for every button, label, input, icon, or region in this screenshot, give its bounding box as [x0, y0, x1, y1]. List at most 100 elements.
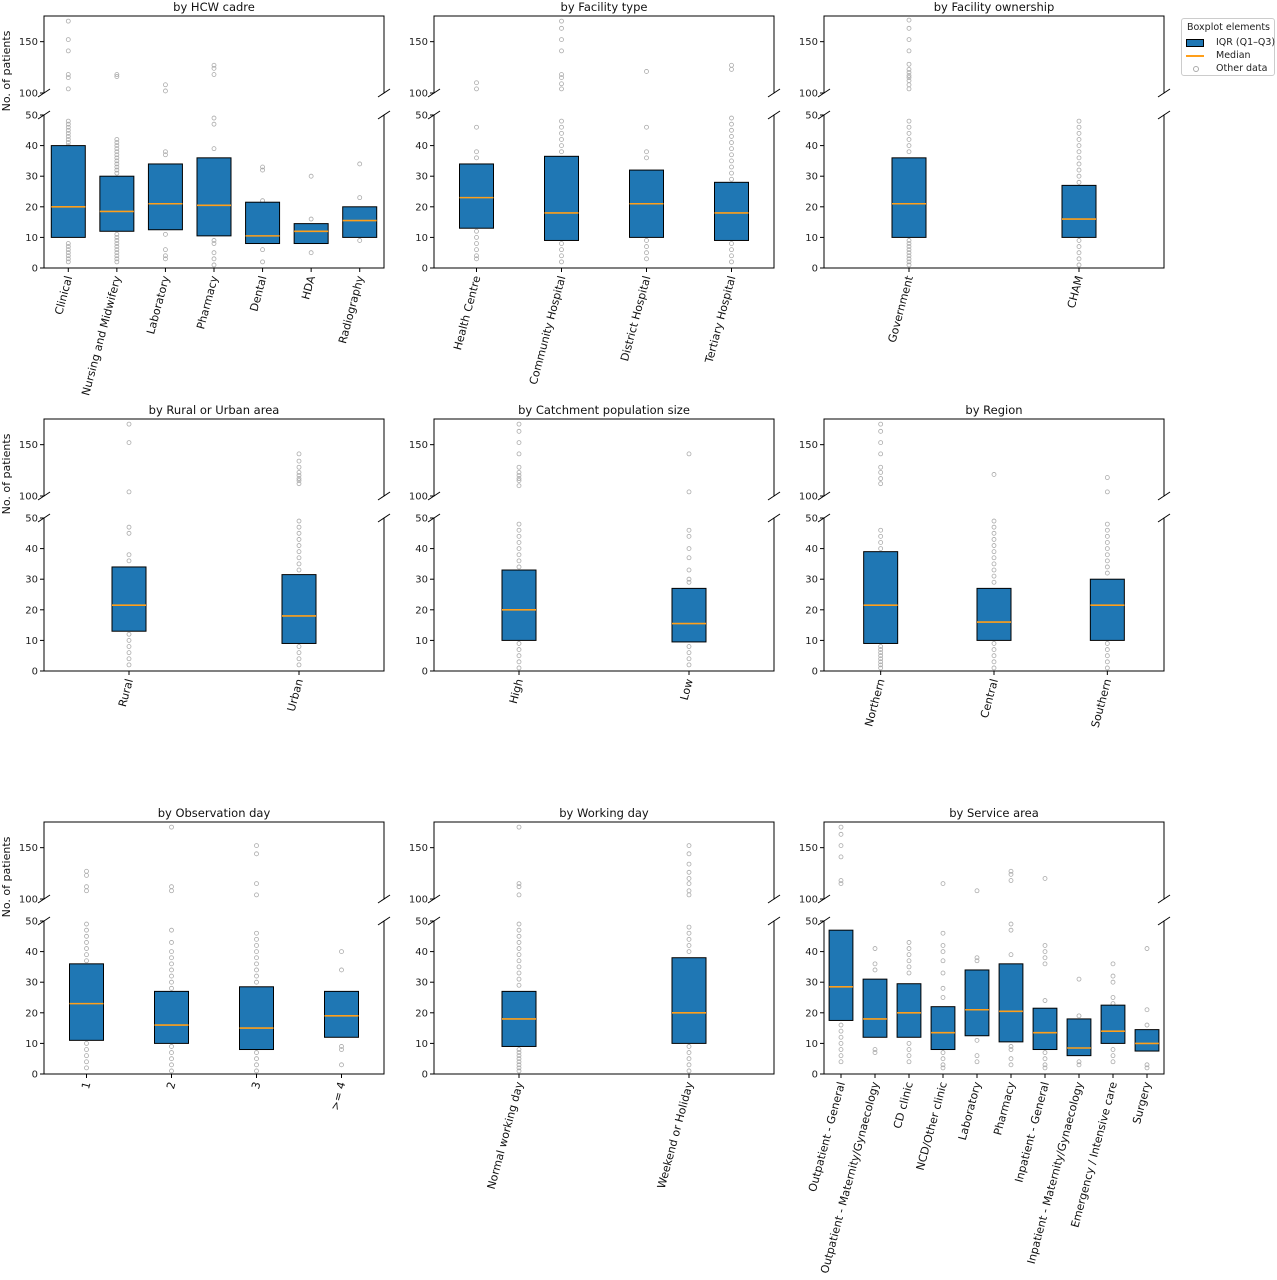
axis-break-mark — [1157, 491, 1171, 501]
other-data-point — [1042, 943, 1048, 948]
other-data-point — [559, 137, 564, 142]
other-data-point — [906, 940, 912, 945]
other-data-point — [84, 1059, 89, 1065]
x-tick-label: Community Hospital — [527, 274, 569, 386]
other-data-point — [474, 86, 479, 92]
other-data-point — [1008, 1062, 1014, 1068]
other-data-point — [126, 662, 132, 668]
y-tick-label: 30 — [805, 575, 818, 586]
other-data-point — [1076, 118, 1082, 124]
other-data-point — [729, 176, 734, 182]
iqr-box — [1089, 578, 1125, 641]
iqr-box — [324, 990, 359, 1038]
other-data-point — [940, 985, 946, 991]
other-data-point — [686, 567, 692, 573]
other-data-point — [65, 137, 71, 142]
other-data-point — [991, 567, 997, 573]
other-data-point — [686, 1044, 692, 1049]
iqr-box — [196, 157, 232, 237]
other-data-point — [65, 127, 71, 133]
y-tick-label: 100 — [409, 895, 428, 906]
y-tick-label: 150 — [409, 440, 428, 451]
other-data-point — [686, 533, 692, 539]
other-data-point — [1144, 1065, 1150, 1071]
other-data-point — [1076, 976, 1082, 982]
other-data-point — [169, 955, 174, 961]
other-data-point — [260, 247, 265, 253]
x-tick-label: Normal working day — [485, 1080, 526, 1191]
other-data-point — [1104, 475, 1110, 480]
x-tick-label: Clinical — [52, 274, 75, 316]
other-data-point — [169, 940, 174, 945]
iqr-box — [671, 957, 707, 1044]
other-data-point — [991, 573, 997, 579]
other-data-point — [516, 428, 522, 434]
other-data-point — [516, 1050, 522, 1055]
other-data-point — [729, 259, 734, 265]
other-data-point — [644, 256, 649, 262]
x-tick-label: Tertiary Hospital — [702, 274, 738, 365]
other-data-point — [878, 428, 884, 434]
other-data-point — [1110, 1053, 1116, 1059]
other-data-point — [878, 440, 884, 446]
x-tick-label: Health Centre — [451, 274, 483, 351]
other-data-point — [254, 892, 259, 898]
y-tick-label: 50 — [415, 514, 428, 525]
y-tick-label: 30 — [415, 172, 428, 183]
other-data-point — [1144, 1022, 1150, 1028]
other-data-point — [974, 888, 980, 894]
axis-break-mark — [377, 88, 391, 98]
other-data-point — [254, 1056, 259, 1062]
other-data-point — [474, 80, 479, 86]
iqr-box — [1061, 184, 1097, 238]
y-tick-label: 30 — [25, 575, 38, 586]
y-tick-label: 20 — [415, 605, 428, 616]
x-tick-label: 3 — [249, 1080, 263, 1090]
other-data-point — [516, 927, 522, 933]
other-data-point — [906, 61, 912, 67]
other-data-point — [686, 924, 692, 930]
other-data-point — [126, 638, 132, 643]
other-data-point — [126, 558, 132, 564]
y-tick-label: 100 — [409, 89, 428, 100]
other-data-point — [940, 930, 946, 936]
y-tick-label: 50 — [25, 111, 38, 122]
other-data-point — [65, 253, 71, 259]
subplot-title: by Rural or Urban area — [149, 403, 280, 417]
y-tick-label: 10 — [25, 233, 38, 244]
other-data-point — [686, 527, 692, 533]
legend-title: Boxplot elements — [1187, 22, 1271, 33]
iqr-box — [154, 990, 189, 1044]
other-data-point — [974, 958, 980, 964]
other-data-point — [339, 1062, 344, 1068]
other-data-point — [644, 244, 649, 249]
y-tick-label: 50 — [805, 514, 818, 525]
other-data-point — [169, 979, 174, 985]
other-data-point — [516, 558, 522, 564]
other-data-point — [559, 75, 564, 80]
other-data-point — [1076, 143, 1082, 149]
other-data-point — [1104, 659, 1110, 665]
other-data-point — [940, 970, 946, 976]
other-data-point — [1104, 521, 1110, 527]
legend-swatch-line — [1186, 55, 1204, 57]
other-data-point — [516, 1047, 522, 1052]
other-data-point — [872, 967, 878, 973]
iqr-box — [111, 566, 147, 632]
other-data-point — [65, 140, 71, 145]
other-data-point — [169, 824, 174, 830]
other-data-point — [1104, 647, 1110, 652]
iqr-box — [544, 155, 579, 241]
other-data-point — [1110, 1059, 1116, 1065]
other-data-point — [1042, 1050, 1048, 1055]
other-data-point — [686, 881, 692, 886]
other-data-point — [991, 647, 997, 652]
subplot-6: by Region 100 150 0 10 20 30 40 50 Northern Centra… — [799, 403, 1171, 729]
other-data-point — [65, 121, 71, 127]
other-data-point — [686, 555, 692, 561]
other-data-point — [686, 843, 692, 849]
other-data-point — [878, 546, 884, 551]
other-data-point — [516, 881, 522, 886]
other-data-point — [940, 1065, 946, 1071]
other-data-point — [878, 653, 884, 659]
